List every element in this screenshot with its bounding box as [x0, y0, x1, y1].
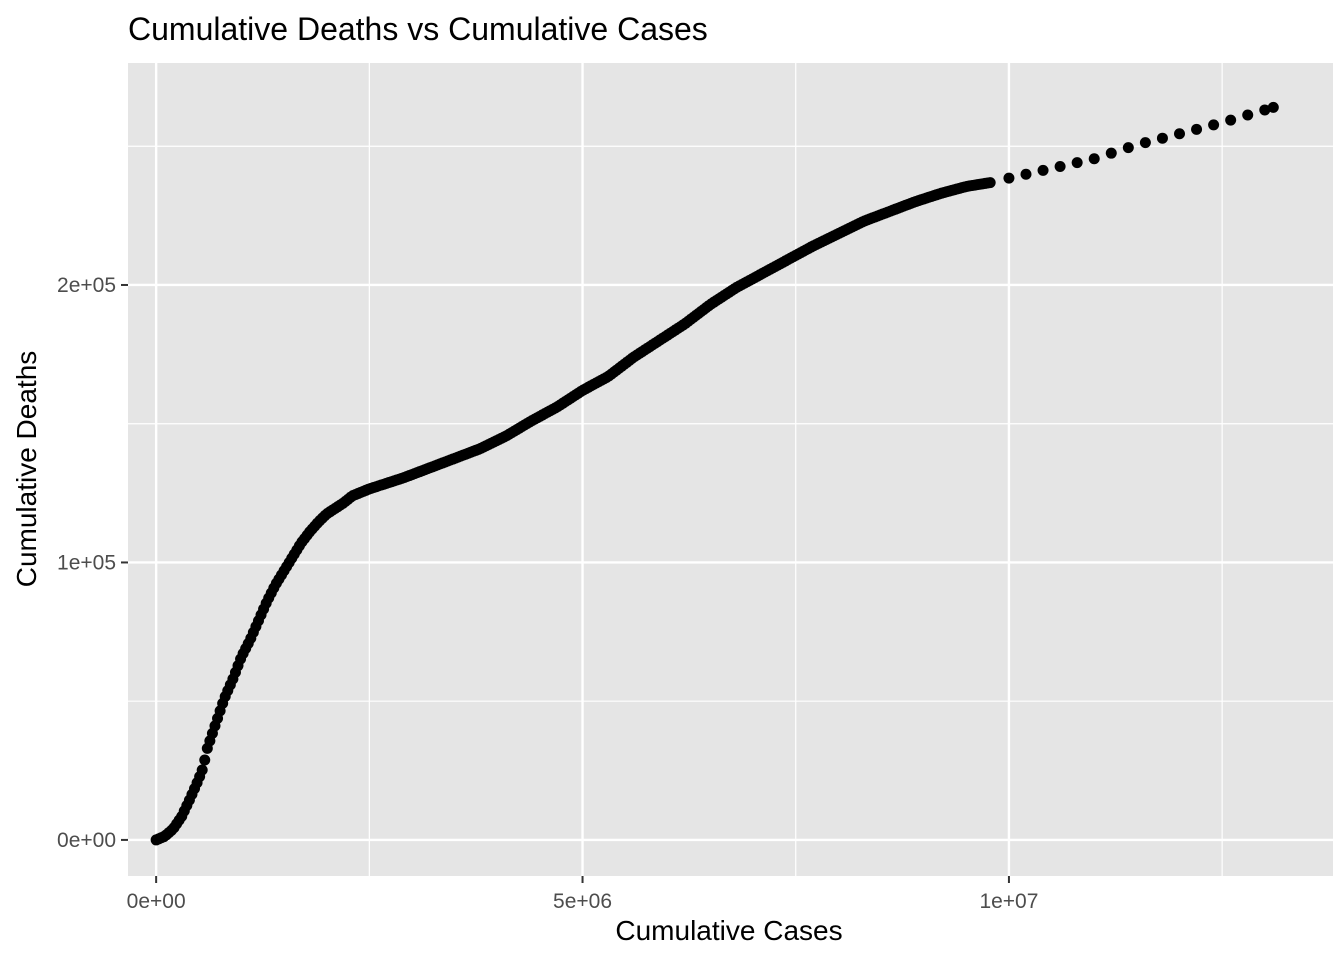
data-point — [1208, 119, 1220, 131]
data-point — [1225, 114, 1237, 126]
y-tick-label: 2e+05 — [57, 274, 116, 297]
data-point — [1267, 101, 1279, 113]
data-point — [1191, 123, 1203, 135]
plot-panel — [128, 63, 1333, 876]
data-point — [1156, 132, 1168, 144]
y-axis-title: Cumulative Deaths — [11, 351, 42, 588]
data-point — [984, 177, 996, 189]
grid-lines — [128, 63, 1333, 876]
data-point — [1088, 153, 1100, 165]
y-tick-label: 1e+05 — [57, 551, 116, 574]
data-point — [1105, 147, 1117, 159]
data-point — [1071, 157, 1083, 169]
data-point — [199, 754, 211, 766]
data-point — [1003, 172, 1015, 184]
data-point — [1122, 142, 1134, 154]
data-point — [1037, 164, 1049, 176]
data-point — [1139, 137, 1151, 149]
data-points — [150, 101, 1279, 846]
x-tick-label: 1e+07 — [979, 890, 1038, 913]
x-axis-title: Cumulative Cases — [615, 915, 842, 946]
data-point — [196, 764, 208, 776]
data-point — [1259, 104, 1271, 116]
chart-title: Cumulative Deaths vs Cumulative Cases — [128, 11, 708, 47]
data-point — [1054, 160, 1066, 172]
data-point — [1020, 168, 1032, 180]
x-tick-label: 0e+00 — [127, 890, 186, 913]
data-point — [1242, 109, 1254, 121]
axes: 0e+00 5e+06 1e+07 0e+00 1e+05 2e+05 — [57, 274, 1038, 913]
x-tick-label: 5e+06 — [553, 890, 612, 913]
data-point — [1173, 128, 1185, 140]
y-tick-label: 0e+00 — [57, 829, 116, 852]
